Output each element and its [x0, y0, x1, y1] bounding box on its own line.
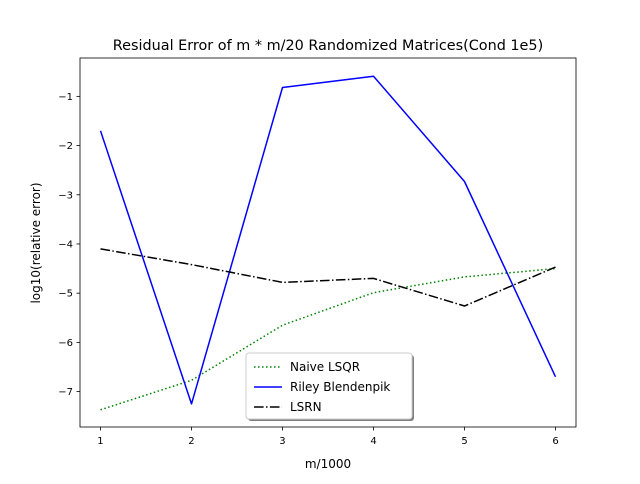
x-tick-label: 5	[461, 436, 467, 447]
axes-frame	[79, 57, 577, 428]
x-tick-label: 4	[370, 436, 376, 447]
legend-box	[245, 352, 413, 420]
y-tick-label: −3	[58, 190, 73, 201]
y-tick-label: −2	[58, 141, 73, 152]
x-tick-label: 1	[97, 436, 103, 447]
x-tick-label: 2	[188, 436, 194, 447]
chart-title: Residual Error of m * m/20 Randomized Ma…	[113, 38, 543, 54]
y-tick-label: −1	[58, 92, 73, 103]
series-line-1	[99, 75, 557, 405]
x-axis-label: m/1000	[305, 457, 351, 471]
x-tick-label: 3	[279, 436, 285, 447]
y-tick-label: −7	[58, 387, 73, 398]
legend: Naive LSQR Riley Blendenpik LSRN	[245, 352, 414, 421]
y-axis-label: log10(relative error)	[29, 182, 43, 303]
y-tick-label: −6	[58, 338, 73, 349]
series-line-2	[100, 248, 556, 307]
plot-area: 1 2 3 4 5 6 −1 −2 −3 −4 −5 −6 −7 Naive LSQR Riley Blen…	[58, 57, 577, 447]
legend-label-0: Naive LSQR	[290, 360, 360, 374]
x-tick-label: 6	[552, 436, 558, 447]
y-tick-label: −4	[58, 239, 73, 250]
legend-label-2: LSRN	[290, 400, 322, 414]
legend-label-1: Riley Blendenpik	[290, 380, 390, 394]
y-tick-label: −5	[58, 289, 73, 300]
